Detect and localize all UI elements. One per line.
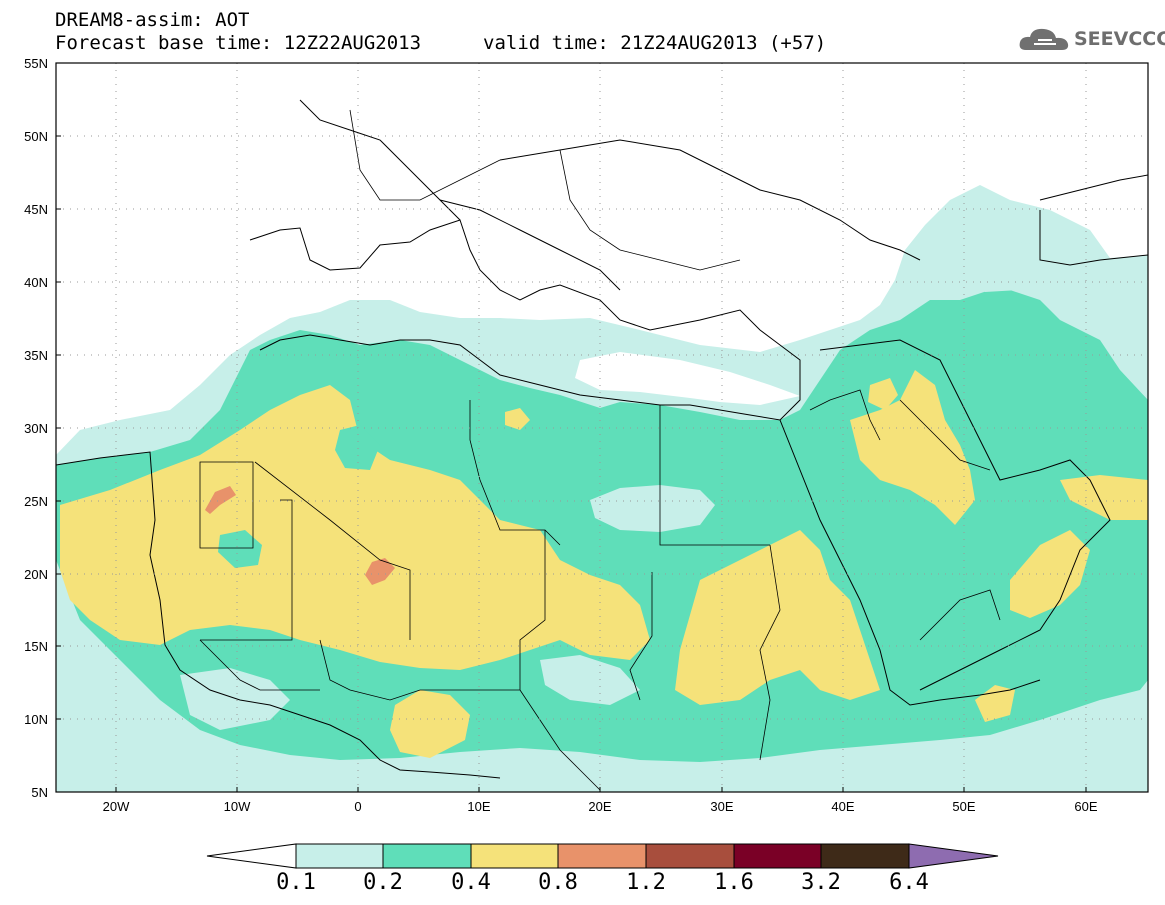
y-tick-label: 50N xyxy=(24,129,48,144)
x-tick-label: 60E xyxy=(1074,799,1097,814)
aot-contour-0-8 xyxy=(205,486,236,514)
colorbar xyxy=(206,843,999,869)
y-tick-label: 55N xyxy=(24,56,48,71)
aot-map: 20W 10W 0 10E 20E 30E 40E 50E 60E 55N 50… xyxy=(24,56,1149,814)
x-tick-label: 10E xyxy=(467,799,490,814)
x-tick-label: 50E xyxy=(952,799,975,814)
logo-text: SEEVCCC xyxy=(1074,28,1165,50)
colorbar-cell xyxy=(908,843,999,869)
colorbar-cell xyxy=(733,843,822,869)
colorbar-label: 0.8 xyxy=(538,870,578,895)
x-tick-label: 0 xyxy=(354,799,361,814)
y-tick-label: 5N xyxy=(31,785,48,800)
y-tick-label: 40N xyxy=(24,275,48,290)
y-tick-label: 45N xyxy=(24,202,48,217)
colorbar-label: 0.2 xyxy=(363,870,403,895)
colorbar-label: 1.6 xyxy=(714,870,754,895)
colorbar-label: 6.4 xyxy=(889,870,929,895)
grid-lines xyxy=(56,63,1148,792)
colorbar-label: 0.1 xyxy=(276,870,316,895)
x-tick-label: 30E xyxy=(710,799,733,814)
x-tick-label: 40E xyxy=(831,799,854,814)
cloud-icon xyxy=(1019,28,1069,50)
aot-contour-0-8b xyxy=(365,558,395,585)
y-tick-label: 35N xyxy=(24,348,48,363)
colorbar-label: 3.2 xyxy=(801,870,841,895)
colorbar-cell xyxy=(820,843,910,869)
forecast-base-time: Forecast base time: 12Z22AUG2013 xyxy=(55,32,422,54)
x-tick-label: 20W xyxy=(103,799,130,814)
map-title: DREAM8-assim: AOT xyxy=(55,9,250,31)
colorbar-cell xyxy=(645,843,735,869)
y-tick-label: 25N xyxy=(24,494,48,509)
y-tick-label: 20N xyxy=(24,567,48,582)
colorbar-cell xyxy=(295,843,384,869)
colorbar-label: 1.2 xyxy=(626,870,666,895)
colorbar-cell xyxy=(557,843,647,869)
y-tick-label: 10N xyxy=(24,712,48,727)
colorbar-cell xyxy=(206,843,297,869)
y-tick-label: 30N xyxy=(24,421,48,436)
x-tick-label: 10W xyxy=(224,799,251,814)
y-tick-label: 15N xyxy=(24,639,48,654)
aot-contour-0-4 xyxy=(60,385,650,670)
valid-time: valid time: 21Z24AUG2013 (+57) xyxy=(483,32,827,54)
x-tick-label: 20E xyxy=(588,799,611,814)
colorbar-cell xyxy=(470,843,559,869)
colorbar-label: 0.4 xyxy=(451,870,491,895)
colorbar-cell xyxy=(382,843,472,869)
